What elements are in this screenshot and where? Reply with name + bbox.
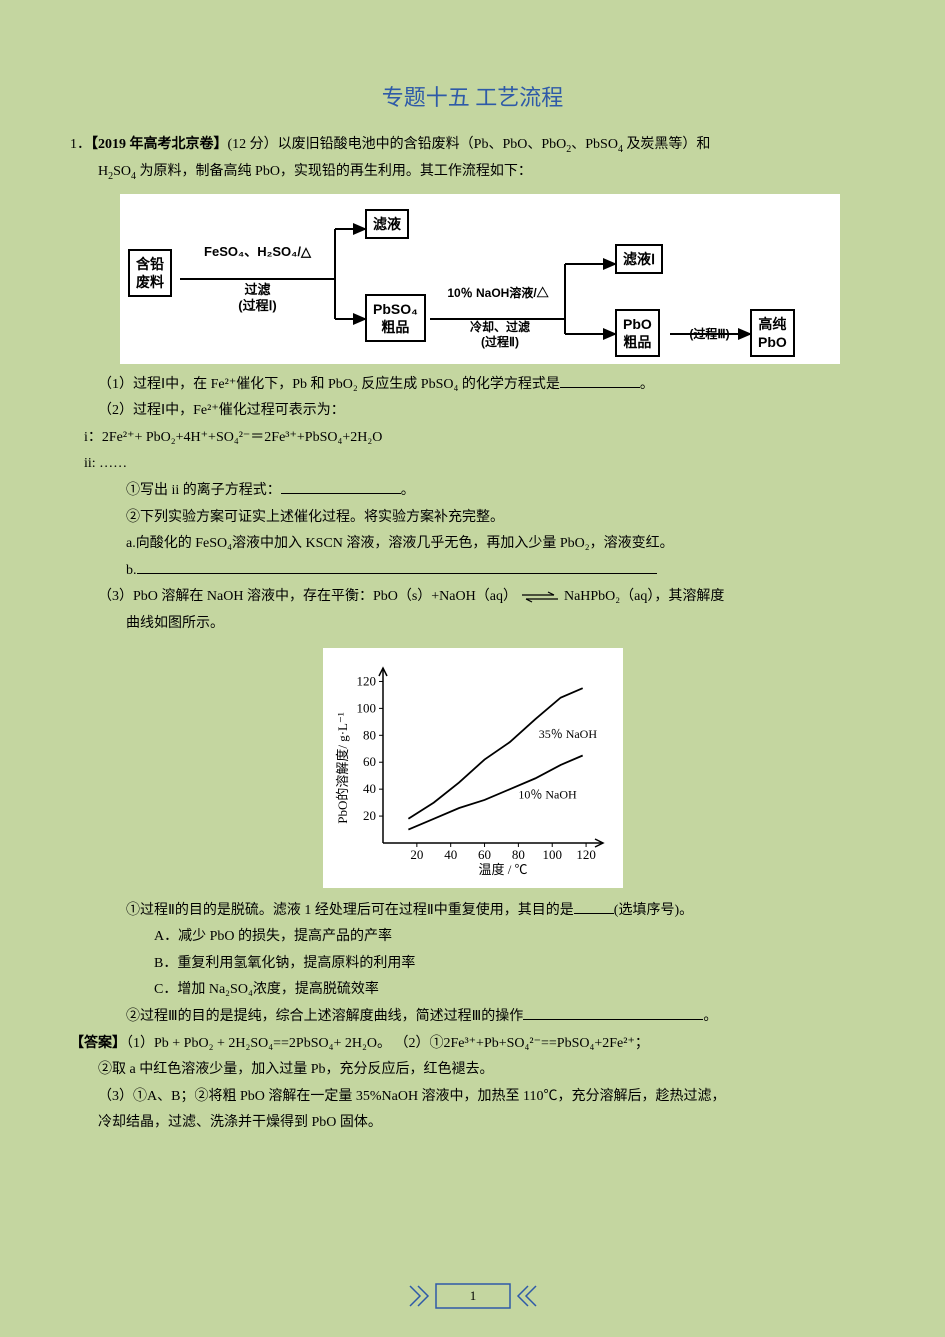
svg-text:20: 20 — [363, 808, 376, 823]
answer-label: 【答案】 — [70, 1036, 126, 1051]
svg-text:60: 60 — [363, 754, 376, 769]
p3a: （3）PbO 溶解在 NaOH 溶液中，存在平衡：PbO（s）+NaOH（aq） — [98, 589, 517, 604]
blank-4 — [574, 899, 614, 914]
page-ribbon-icon: 1 — [408, 1280, 538, 1312]
svg-text:100: 100 — [542, 847, 562, 862]
part-2-2: ②下列实验方案可证实上述催化过程。将实验方案补充完整。 — [70, 505, 875, 532]
p21-end: 。 — [401, 483, 415, 498]
svg-text:120: 120 — [356, 673, 376, 688]
page-number: 1 — [408, 1280, 538, 1312]
so4: SO — [113, 164, 131, 179]
r1c: (过程Ⅰ) — [238, 298, 277, 313]
svg-text:20: 20 — [410, 847, 423, 862]
part-2: （2）过程Ⅰ中，Fe²⁺催化过程可表示为： — [70, 398, 875, 425]
p1-text: （1）过程Ⅰ中，在 Fe²⁺催化下，Pb 和 PbO₂ 反应生成 PbSO₄ 的… — [98, 377, 560, 392]
r1b: 过滤 — [244, 282, 270, 297]
part-3b: 曲线如图所示。 — [70, 611, 875, 638]
box-filtrate: 滤液 — [365, 209, 409, 239]
r2b: 冷却、过滤 — [470, 320, 530, 334]
svg-text:40: 40 — [444, 847, 457, 862]
ans-2: ②取 a 中红色溶液少量，加入过量 Pb，充分反应后，红色褪去。 — [70, 1057, 875, 1084]
r2a: 10％ NaOH溶液/△ — [428, 286, 568, 302]
p22b: b. — [126, 563, 137, 578]
reagent-2b: 冷却、过滤 (过程Ⅱ) — [440, 320, 560, 351]
box-feed: 含铅废料 — [128, 249, 172, 297]
svg-text:60: 60 — [478, 847, 491, 862]
reagent-1b: 过滤 (过程Ⅰ) — [185, 282, 330, 316]
chart-svg: 20 40 60 80 100 120 20 40 60 80 100 120 35％ NaOH 10％ … — [333, 658, 613, 878]
ans-1: （1）Pb + PbO₂ + 2H₂SO₄==2PbSO₄+ 2H₂O。 （2）… — [126, 1036, 649, 1051]
svg-text:40: 40 — [363, 781, 376, 796]
svg-text:120: 120 — [576, 847, 596, 862]
flow-diagram: 含铅废料 FeSO₄、H₂SO₄/△ 过滤 (过程Ⅰ) 滤液 PbSO₄粗品 1… — [120, 194, 840, 364]
r2c: (过程Ⅱ) — [481, 335, 519, 349]
p3eq: NaHPbO₂（aq），其溶解度 — [564, 589, 724, 604]
page-title: 专题十五 工艺流程 — [70, 80, 875, 112]
opt-c: C．增加 Na₂SO₄浓度，提高脱硫效率 — [70, 977, 875, 1004]
r1a: FeSO₄、H₂SO₄/△ — [185, 244, 330, 261]
eq-i: i：2Fe²⁺+ PbO₂+4H⁺+SO₄²⁻＝2Fe³⁺+PbSO₄+2H₂O — [70, 425, 875, 452]
box-filtrate1: 滤液Ⅰ — [615, 244, 663, 274]
h2: H — [98, 164, 108, 179]
stem-line2: H2SO4 为原料，制备高纯 PbO，实现铅的再生利用。其工作流程如下： — [70, 159, 875, 186]
svg-text:10％ NaOH: 10％ NaOH — [518, 787, 577, 801]
p32: ②过程Ⅲ的目的是提纯，综合上述溶解度曲线，简述过程Ⅲ的操作 — [126, 1009, 523, 1024]
blank-5 — [523, 1005, 703, 1020]
box-pbo-pure: 高纯PbO — [750, 309, 795, 357]
ans-3: （3）①A、B；②将粗 PbO 溶解在一定量 35%NaOH 溶液中，加热至 1… — [70, 1084, 875, 1111]
part-3: （3）PbO 溶解在 NaOH 溶液中，存在平衡：PbO（s）+NaOH（aq）… — [70, 584, 875, 611]
svg-text:温度 / ℃: 温度 / ℃ — [478, 862, 527, 877]
solubility-chart: 20 40 60 80 100 120 20 40 60 80 100 120 35％ NaOH 10％ … — [70, 648, 875, 888]
svg-text:100: 100 — [356, 700, 376, 715]
svg-text:PbO的溶解度/ g·L⁻¹: PbO的溶解度/ g·L⁻¹ — [335, 712, 350, 824]
part-2-2a: a.向酸化的 FeSO₄溶液中加入 KSCN 溶液，溶液几乎无色，再加入少量 P… — [70, 531, 875, 558]
opt-b: B．重复利用氢氧化钠，提高原料的利用率 — [70, 951, 875, 978]
q-source: 【2019 年高考北京卷】 — [91, 137, 228, 152]
part-2-1: ①写出 ii 的离子方程式： 。 — [70, 478, 875, 505]
box-pbo-crude: PbO粗品 — [615, 309, 660, 357]
step-3: (过程Ⅲ) — [672, 327, 747, 343]
p31: ①过程Ⅱ的目的是脱硫。滤液 1 经处理后可在过程Ⅱ中重复使用，其目的是 — [126, 903, 574, 918]
page-num-text: 1 — [469, 1288, 476, 1303]
part-3-1: ①过程Ⅱ的目的是脱硫。滤液 1 经处理后可在过程Ⅱ中重复使用，其目的是 (选填序号… — [70, 898, 875, 925]
blank-1 — [560, 373, 640, 388]
stem-1c: 及炭黑等）和 — [623, 137, 711, 152]
stem-1b: 、PbSO — [571, 137, 618, 152]
svg-text:80: 80 — [511, 847, 524, 862]
p31end: (选填序号)。 — [614, 903, 693, 918]
p32end: 。 — [703, 1009, 717, 1024]
blank-3 — [137, 559, 657, 574]
ans-4: 冷却结晶，过滤、洗涤并干燥得到 PbO 固体。 — [70, 1110, 875, 1137]
blank-2 — [281, 479, 401, 494]
part-3-2: ②过程Ⅲ的目的是提纯，综合上述溶解度曲线，简述过程Ⅲ的操作 。 — [70, 1004, 875, 1031]
part-1: （1）过程Ⅰ中，在 Fe²⁺催化下，Pb 和 PbO₂ 反应生成 PbSO₄ 的… — [70, 372, 875, 399]
svg-text:35％ NaOH: 35％ NaOH — [538, 727, 597, 741]
equilibrium-arrow-icon — [520, 591, 560, 603]
answer-block: 【答案】（1）Pb + PbO₂ + 2H₂SO₄==2PbSO₄+ 2H₂O。… — [70, 1031, 875, 1058]
stem2post: 为原料，制备高纯 PbO，实现铅的再生利用。其工作流程如下： — [136, 164, 532, 179]
q-points: (12 分） — [228, 137, 278, 152]
p21-text: ①写出 ii 的离子方程式： — [126, 483, 281, 498]
q-num: 1． — [70, 137, 91, 152]
stem-1a: 以废旧铅酸电池中的含铅废料（Pb、PbO、PbO — [278, 137, 567, 152]
opt-a: A．减少 PbO 的损失，提高产品的产率 — [70, 924, 875, 951]
svg-text:80: 80 — [363, 727, 376, 742]
question-stem: 1．【2019 年高考北京卷】(12 分）以废旧铅酸电池中的含铅废料（Pb、Pb… — [70, 132, 875, 159]
part-2-2b: b. — [70, 558, 875, 585]
p1-end: 。 — [640, 377, 654, 392]
eq-ii: ii: …… — [70, 451, 875, 478]
box-pbso4: PbSO₄粗品 — [365, 294, 426, 342]
reagent-1: FeSO₄、H₂SO₄/△ — [185, 244, 330, 261]
reagent-2: 10％ NaOH溶液/△ — [428, 286, 568, 302]
